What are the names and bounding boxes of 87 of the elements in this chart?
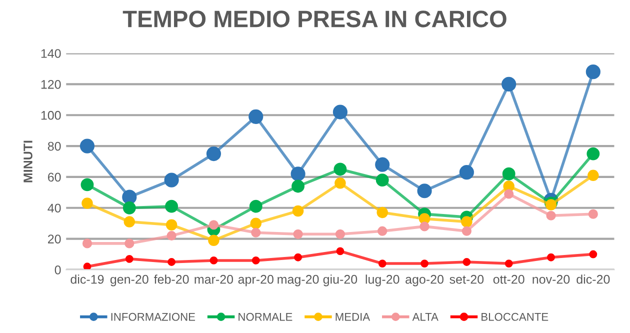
x-tick-label: nov-20 [532,274,570,284]
point [166,230,176,241]
point [334,178,346,189]
y-tick-label: 80 [48,142,61,151]
x-tick-label: gen-20 [110,274,148,286]
point [586,147,600,160]
point [164,172,179,188]
point [249,200,262,213]
y-tick-label: 20 [48,234,61,244]
point [459,165,474,180]
point [165,200,178,213]
y-tick-label: 0 [54,266,61,274]
legend-label: INFORMAZIONE [111,312,196,321]
point [420,222,430,232]
point [125,254,134,263]
point [208,234,220,246]
point [335,229,345,239]
point [248,109,264,124]
point [206,146,222,162]
y-tick-label: 40 [48,204,61,213]
x-tick-label: feb-20 [154,274,189,284]
point [588,170,599,182]
x-tick-label: giu-20 [323,274,358,286]
point [290,166,306,182]
point [83,262,92,270]
point [122,201,136,214]
point [293,229,303,239]
chart-title: TEMPO MEDIO PRESA IN CARICO [122,10,506,28]
point [122,190,137,204]
y-axis-title: MINUTI [24,140,32,182]
point [292,180,304,193]
y-tick-label: 140 [41,49,61,58]
point [336,247,344,256]
point [504,189,514,199]
point [80,178,94,192]
point [420,260,428,268]
point [210,256,218,264]
point [376,174,389,187]
point [589,250,598,258]
point [334,162,347,176]
point [124,238,134,248]
point [82,238,92,248]
point [375,157,390,172]
point [378,226,388,236]
x-tick-label: dic-19 [70,274,104,284]
point [166,219,178,231]
point [462,258,471,266]
x-tick-label: ago-20 [406,274,444,286]
y-tick-label: 100 [41,110,61,120]
x-tick-label: dic-20 [576,274,610,284]
point [586,64,600,80]
point [250,218,262,229]
legend-label: NORMALE [238,312,292,321]
legend-label: ALTA [412,313,438,321]
point [504,260,513,268]
point [546,210,556,220]
point [588,209,598,219]
point [462,226,472,236]
point [251,228,261,238]
y-tick-label: 120 [41,80,61,89]
point [547,253,555,262]
x-tick-label: mag-20 [278,274,319,286]
point [461,216,472,228]
legend-label: MEDIA [336,313,370,321]
legend-label: BLOCCANTE [482,312,548,321]
point [292,205,304,217]
point [378,260,386,268]
x-tick-label: apr-20 [238,274,274,286]
point [376,206,388,218]
point [82,198,93,209]
point [332,104,348,120]
point [545,199,557,210]
point [417,184,432,198]
x-tick-label: mar-20 [194,274,234,284]
point [294,253,302,262]
point [168,258,176,266]
point [80,138,95,154]
point [208,220,219,230]
x-tick-label: lug-20 [366,274,400,286]
x-tick-label: ott-20 [493,274,524,284]
point [252,256,260,264]
point [124,216,136,228]
point [502,76,516,92]
point [502,167,516,180]
y-tick-label: 60 [48,172,61,182]
x-tick-label: set-20 [450,274,484,284]
point [418,213,430,224]
